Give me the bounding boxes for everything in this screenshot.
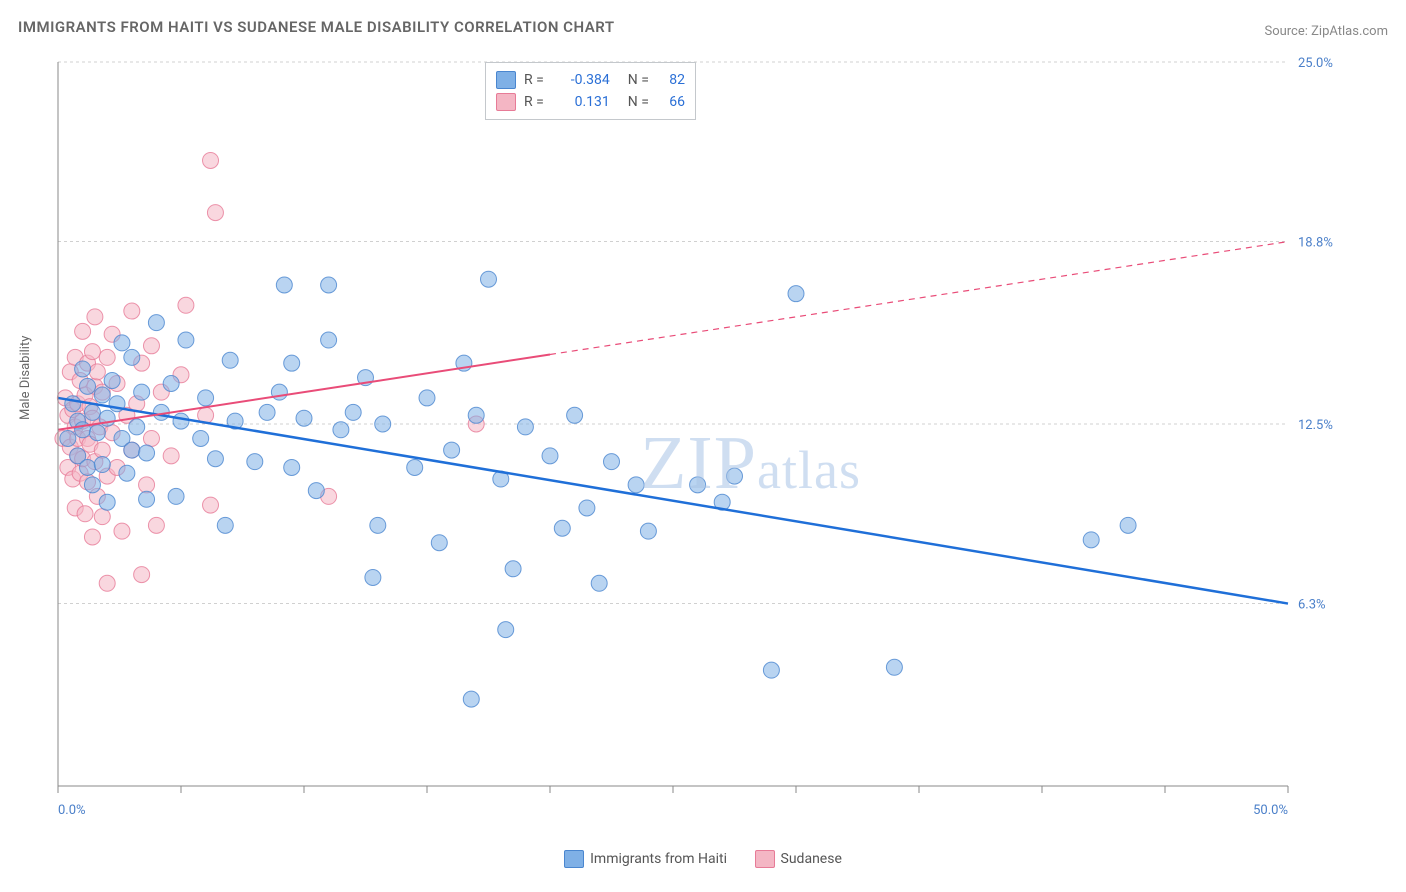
legend-r-value-haiti: -0.384	[552, 69, 610, 91]
y-axis-label: Male Disability	[18, 336, 33, 420]
bottom-legend-item-haiti: Immigrants from Haiti	[564, 850, 727, 868]
scatter-chart: 6.3% 12.5% 18.8% 25.0% 0.0% 50.0%	[48, 56, 1348, 826]
legend-row-haiti: R = -0.384 N = 82	[496, 69, 685, 91]
svg-text:18.8%: 18.8%	[1298, 236, 1333, 251]
legend-swatch-haiti	[496, 71, 516, 89]
legend-r-value-sudanese: 0.131	[552, 91, 610, 113]
correlation-legend: R = -0.384 N = 82 R = 0.131 N = 66	[485, 62, 696, 120]
source-label: Source: ZipAtlas.com	[1264, 24, 1388, 39]
source-prefix: Source:	[1264, 24, 1311, 39]
legend-n-value-haiti: 82	[657, 69, 685, 91]
legend-swatch-icon	[755, 850, 775, 868]
source-link[interactable]: ZipAtlas.com	[1311, 24, 1388, 39]
legend-swatch-sudanese	[496, 93, 516, 111]
svg-text:50.0%: 50.0%	[1253, 803, 1288, 818]
bottom-legend-label-sudanese: Sudanese	[781, 851, 842, 867]
legend-n-value-sudanese: 66	[657, 91, 685, 113]
bottom-legend: Immigrants from Haiti Sudanese	[0, 850, 1406, 872]
bottom-legend-item-sudanese: Sudanese	[755, 850, 842, 868]
svg-text:6.3%: 6.3%	[1298, 598, 1326, 613]
svg-text:25.0%: 25.0%	[1298, 56, 1333, 71]
legend-swatch-icon	[564, 850, 584, 868]
svg-text:0.0%: 0.0%	[58, 803, 86, 818]
legend-n-label: N =	[628, 91, 649, 113]
legend-r-label: R =	[524, 91, 544, 113]
chart-title: IMMIGRANTS FROM HAITI VS SUDANESE MALE D…	[18, 18, 615, 36]
bottom-legend-label-haiti: Immigrants from Haiti	[590, 851, 727, 867]
legend-row-sudanese: R = 0.131 N = 66	[496, 91, 685, 113]
chart-area: 6.3% 12.5% 18.8% 25.0% 0.0% 50.0%	[48, 56, 1348, 826]
legend-r-label: R =	[524, 69, 544, 91]
svg-text:12.5%: 12.5%	[1298, 418, 1333, 433]
legend-n-label: N =	[628, 69, 649, 91]
